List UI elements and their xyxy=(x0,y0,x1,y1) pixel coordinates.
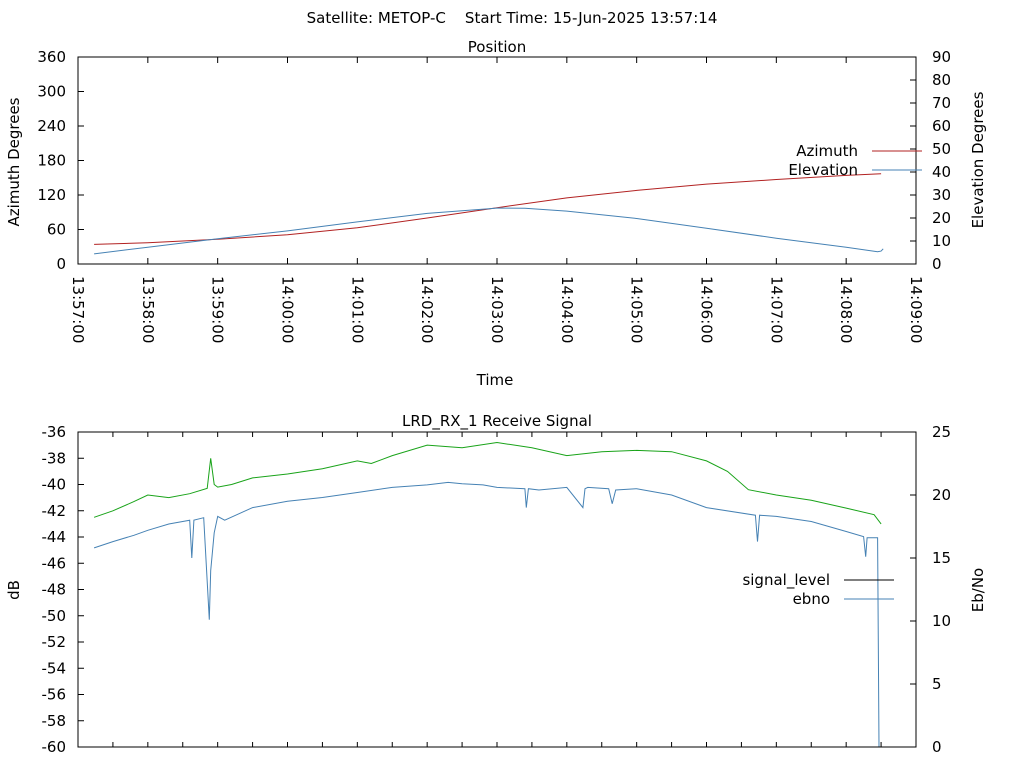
position-chart: Position Time Azimuth Degrees Elevation … xyxy=(5,38,987,389)
left-y-tick-label: -56 xyxy=(42,686,67,704)
position-plot-frame xyxy=(77,56,917,265)
left-y-tick-label: -42 xyxy=(42,502,67,520)
left-y-tick-label: -44 xyxy=(42,528,67,546)
right-y-tick-label: 40 xyxy=(932,163,951,181)
left-y-tick-label: -48 xyxy=(42,581,67,599)
left-y-tick-label: 120 xyxy=(37,186,66,204)
db-axis-label: dB xyxy=(5,580,23,600)
position-x-axis-label: Time xyxy=(476,371,514,389)
right-y-tick-label: 70 xyxy=(932,94,951,112)
left-y-tick-label: 240 xyxy=(37,117,66,135)
receive-signal-chart-title: LRD_RX_1 Receive Signal xyxy=(402,412,592,431)
right-y-tick-label: 25 xyxy=(932,423,951,441)
x-tick-label: 14:00:00 xyxy=(279,276,297,343)
x-tick-label: 14:01:00 xyxy=(348,276,366,343)
position-chart-title: Position xyxy=(468,38,526,56)
left-y-tick-label: 300 xyxy=(37,83,66,101)
elevation-axis-label: Elevation Degrees xyxy=(969,91,987,228)
right-y-tick-label: 0 xyxy=(932,738,942,756)
left-y-tick-label: -46 xyxy=(42,554,67,572)
left-y-tick-label: 0 xyxy=(56,255,66,273)
left-y-tick-label: -60 xyxy=(42,738,67,756)
left-y-tick-label: -36 xyxy=(42,423,67,441)
elevation-series-line xyxy=(94,207,884,255)
x-tick-label: 14:08:00 xyxy=(837,276,855,343)
right-y-tick-label: 60 xyxy=(932,117,951,135)
right-y-tick-label: 0 xyxy=(932,255,942,273)
left-y-tick-label: -58 xyxy=(42,712,67,730)
x-tick-label: 14:04:00 xyxy=(558,276,576,343)
header-text: Satellite: METOP-C Start Time: 15-Jun-20… xyxy=(307,9,718,27)
receive-signal-chart: LRD_RX_1 Receive Signal dB Eb/No -60 -58 -… xyxy=(5,412,987,756)
left-y-tick-label: -50 xyxy=(42,607,67,625)
x-tick-label: 14:06:00 xyxy=(698,276,716,343)
x-tick-label: 13:57:00 xyxy=(69,276,87,343)
ebno-series-line xyxy=(93,481,882,748)
left-y-tick-label: 360 xyxy=(37,48,66,66)
right-y-tick-label: 10 xyxy=(932,612,951,630)
elevation-legend-label: Elevation xyxy=(788,161,858,179)
x-tick-label: 13:59:00 xyxy=(209,276,227,343)
x-tick-label: 14:07:00 xyxy=(767,276,785,343)
right-y-tick-label: 80 xyxy=(932,71,951,89)
left-y-tick-label: 180 xyxy=(37,152,66,170)
azimuth-axis-label: Azimuth Degrees xyxy=(5,97,23,226)
ebno-legend-label: ebno xyxy=(793,590,830,608)
right-y-tick-label: 10 xyxy=(932,232,951,250)
right-y-tick-label: 15 xyxy=(932,549,951,567)
left-y-tick-label: -52 xyxy=(42,633,67,651)
right-y-tick-label: 30 xyxy=(932,186,951,204)
signal-level-series-line xyxy=(93,441,882,525)
right-y-tick-label: 50 xyxy=(932,140,951,158)
right-y-tick-label: 20 xyxy=(932,209,951,227)
x-tick-label: 14:02:00 xyxy=(418,276,436,343)
signal-level-legend-label: signal_level xyxy=(742,571,830,590)
left-y-tick-label: -38 xyxy=(42,449,67,467)
right-y-tick-label: 90 xyxy=(932,48,951,66)
x-tick-label: 13:58:00 xyxy=(139,276,157,343)
x-tick-label: 14:03:00 xyxy=(488,276,506,343)
x-tick-label: 14:05:00 xyxy=(628,276,646,343)
azimuth-legend-label: Azimuth xyxy=(796,142,858,160)
x-tick-label: 14:09:00 xyxy=(907,276,925,343)
left-y-tick-label: 60 xyxy=(47,221,66,239)
receive-signal-plot-frame xyxy=(77,431,917,748)
right-y-tick-label: 20 xyxy=(932,486,951,504)
left-y-tick-label: -54 xyxy=(42,659,67,677)
right-y-tick-label: 5 xyxy=(932,675,942,693)
left-y-tick-label: -40 xyxy=(42,476,67,494)
ebno-axis-label: Eb/No xyxy=(969,568,987,612)
